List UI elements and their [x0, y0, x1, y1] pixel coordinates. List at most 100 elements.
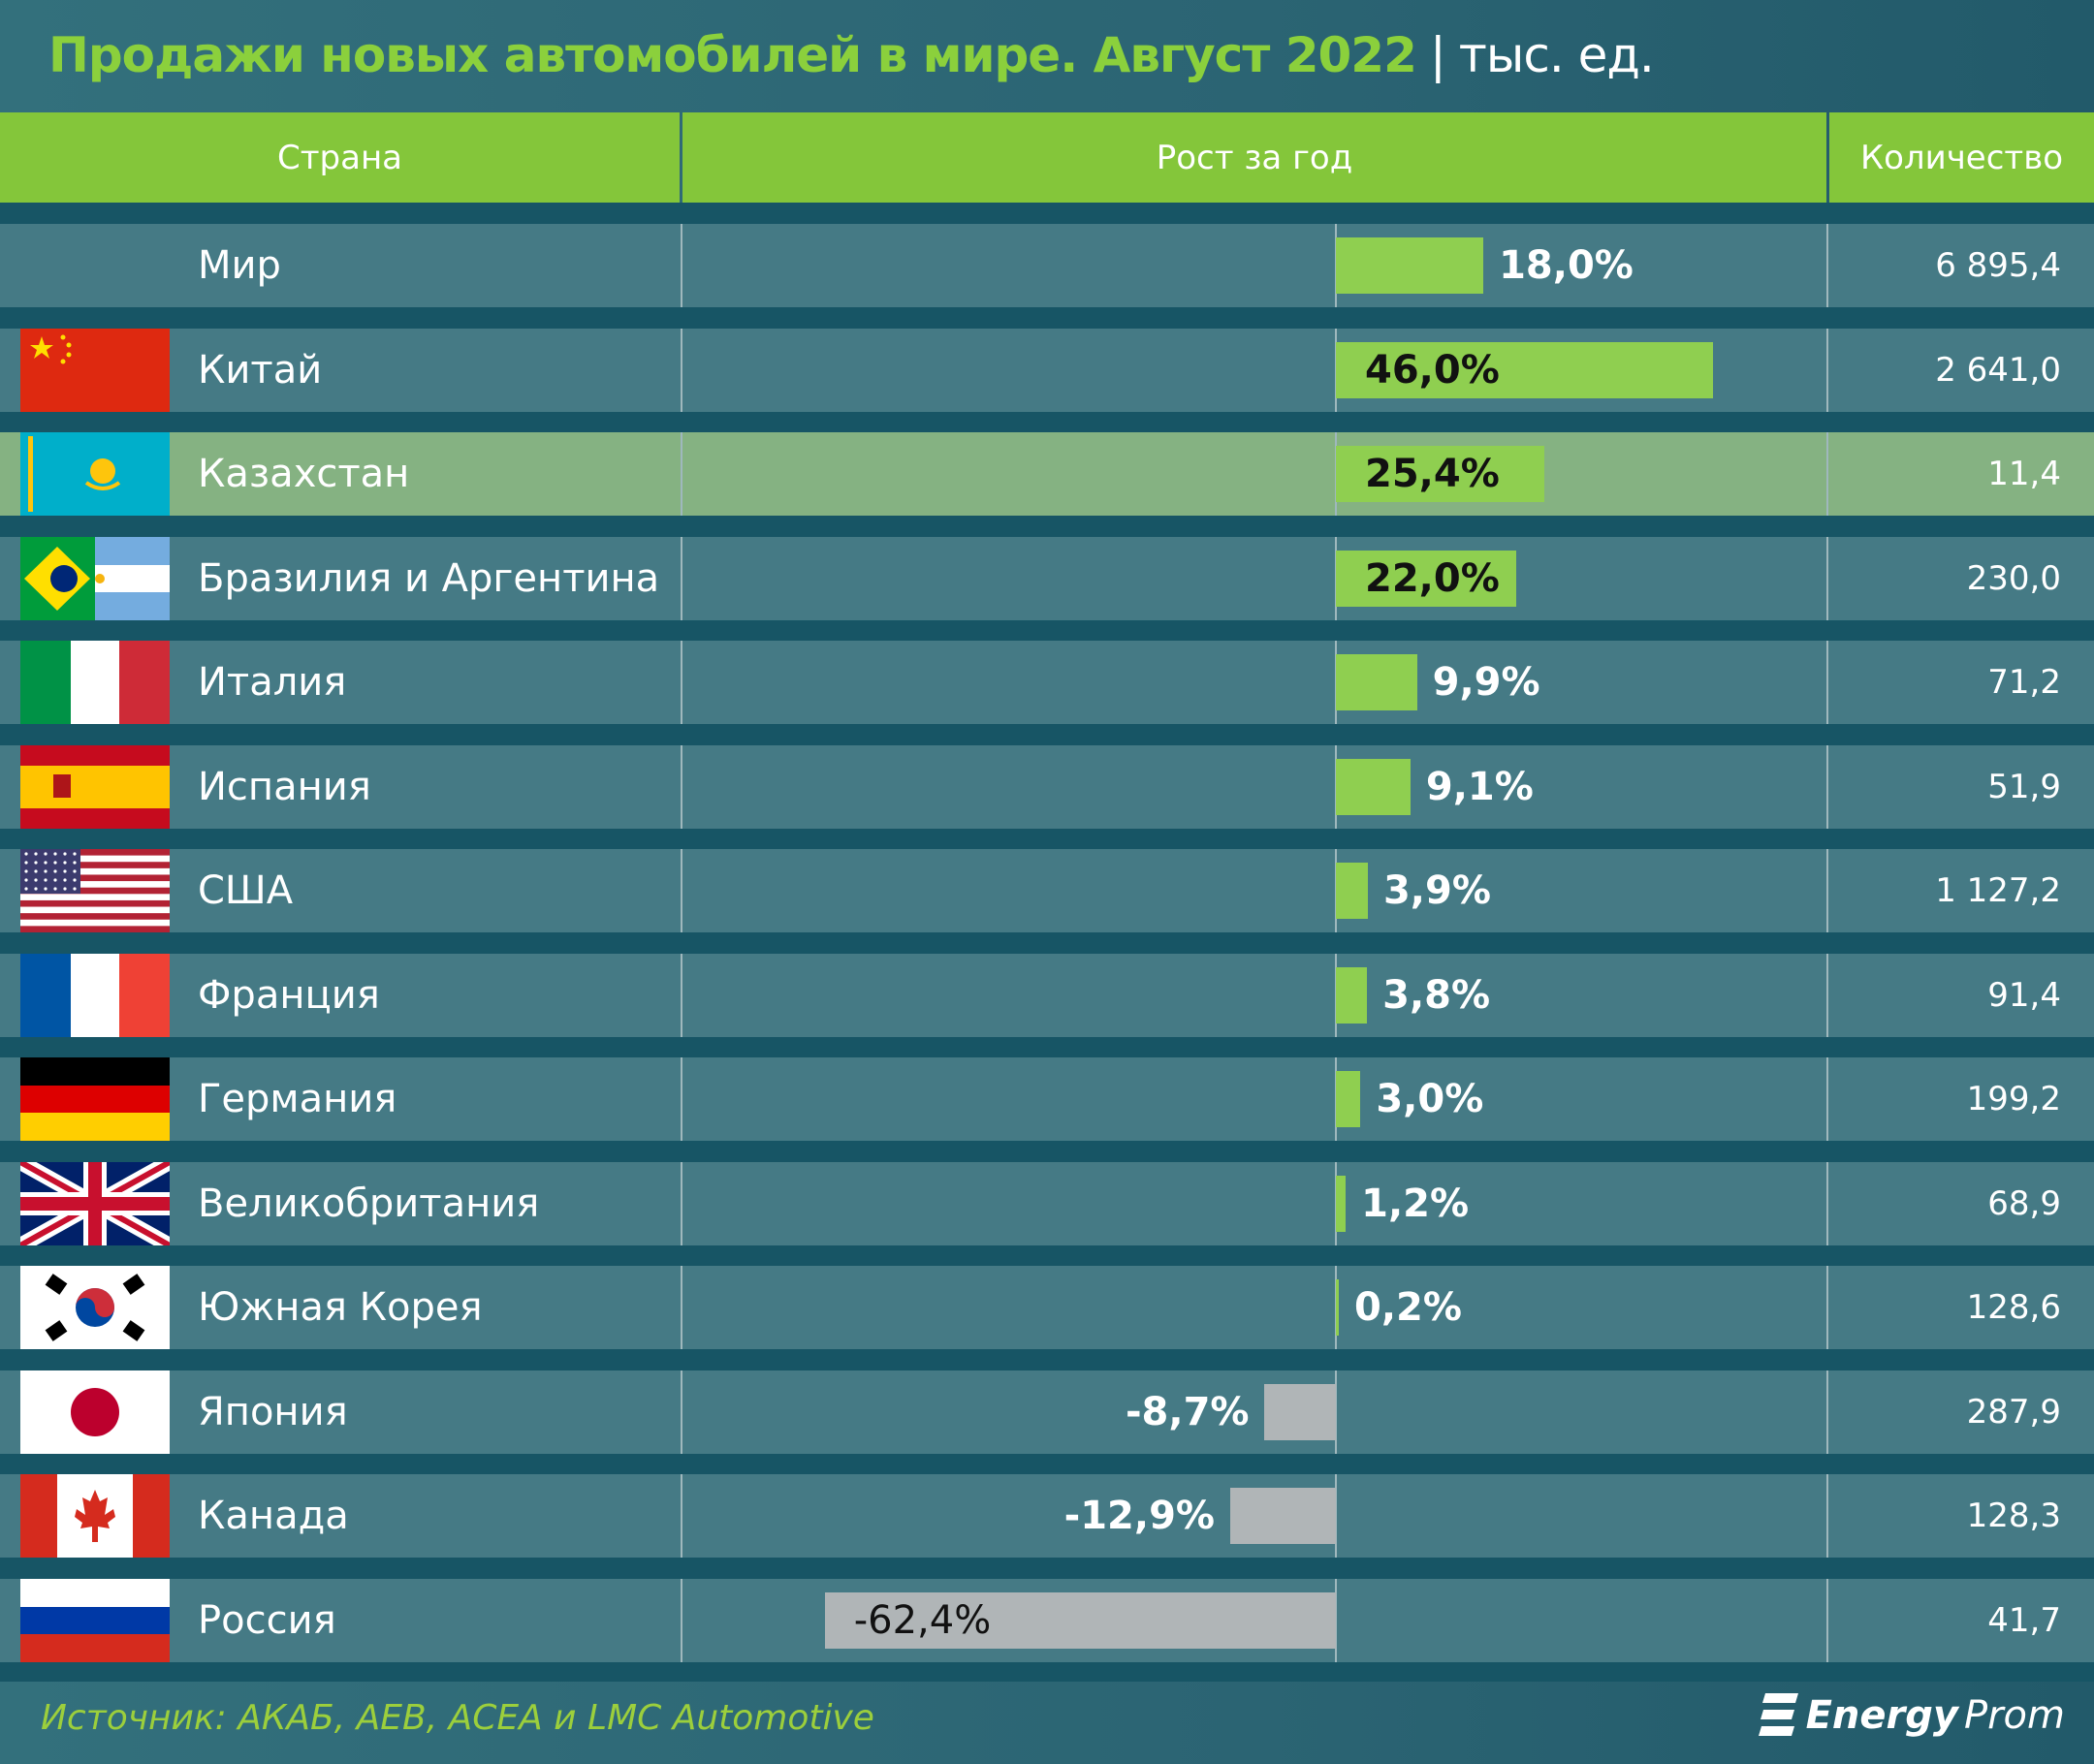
header-count: Количество	[1829, 112, 2094, 203]
growth-bar	[1336, 654, 1417, 710]
table-background	[0, 203, 2094, 1682]
growth-label: 25,4%	[1365, 452, 1500, 496]
column-divider	[1826, 328, 1828, 412]
zero-axis	[1335, 1474, 1337, 1558]
growth-bar	[824, 1591, 1336, 1649]
column-divider	[1826, 224, 1828, 307]
zero-axis	[1335, 1370, 1337, 1454]
header-growth: Рост за год	[682, 112, 1826, 203]
flag-china-icon	[20, 328, 170, 412]
count-value: 91,4	[1987, 975, 2061, 1015]
column-divider	[681, 1266, 682, 1349]
country-name: Бразилия и Аргентина	[198, 555, 660, 601]
country-name: Канада	[198, 1494, 349, 1538]
count-value: 1 127,2	[1935, 871, 2061, 910]
country-name: Франция	[198, 972, 380, 1018]
column-divider	[1826, 1474, 1828, 1558]
column-divider	[681, 536, 682, 620]
column-divider	[681, 1161, 682, 1245]
country-name: Великобритания	[198, 1181, 540, 1226]
growth-bar	[1336, 446, 1544, 502]
flag-uk-icon	[20, 1161, 170, 1245]
flag-canada-icon	[20, 1474, 170, 1558]
table-row: Южная Корея 0,2% 128,6	[0, 1266, 2094, 1349]
flag-italy-icon	[20, 641, 170, 724]
flag-spain-icon	[20, 744, 170, 829]
count-value: 230,0	[1966, 558, 2061, 598]
country-name: Германия	[198, 1077, 397, 1121]
column-divider	[1826, 641, 1828, 724]
growth-bar	[1336, 1279, 1339, 1336]
column-divider	[1826, 432, 1828, 516]
growth-label: 3,9%	[1382, 868, 1491, 913]
growth-label: 46,0%	[1365, 347, 1500, 393]
column-divider	[1826, 953, 1828, 1037]
growth-bar	[1336, 1071, 1361, 1127]
table-row: Испания 9,1% 51,9	[0, 744, 2094, 829]
growth-label: 18,0%	[1499, 243, 1634, 288]
growth-label: -8,7%	[1125, 1389, 1250, 1434]
table-row: Канада -12,9% 128,3	[0, 1474, 2094, 1558]
growth-bar	[1336, 237, 1484, 294]
column-divider	[681, 1057, 682, 1141]
country-name: Мир	[198, 243, 281, 288]
table-row: Великобритания 1,2% 68,9	[0, 1161, 2094, 1245]
column-divider	[1826, 744, 1828, 829]
column-divider	[1826, 1161, 1828, 1245]
growth-bar	[1336, 550, 1516, 607]
growth-label: -12,9%	[1063, 1494, 1215, 1538]
growth-label: 0,2%	[1354, 1285, 1462, 1330]
column-divider	[681, 224, 682, 307]
flag-france-icon	[20, 953, 170, 1037]
count-value: 11,4	[1987, 455, 2061, 493]
title-main: Продажи новых автомобилей в мире. Август…	[48, 27, 1417, 83]
table-row: США 3,9% 1 127,2	[0, 849, 2094, 932]
growth-label: -62,4%	[853, 1597, 992, 1643]
growth-label: 3,0%	[1376, 1077, 1484, 1121]
growth-bar	[1336, 966, 1368, 1024]
column-divider	[681, 1474, 682, 1558]
country-name: Китай	[198, 347, 323, 393]
column-divider	[681, 328, 682, 412]
column-divider	[1826, 1370, 1828, 1454]
table-row: Германия 3,0% 199,2	[0, 1057, 2094, 1141]
count-value: 41,7	[1987, 1600, 2061, 1640]
count-value: 51,9	[1987, 767, 2061, 806]
column-divider	[681, 953, 682, 1037]
growth-bar	[1336, 758, 1411, 815]
growth-label: 9,1%	[1425, 764, 1534, 809]
header-country: Страна	[0, 112, 680, 203]
count-value: 199,2	[1966, 1080, 2061, 1118]
column-divider	[681, 1370, 682, 1454]
zero-axis	[1335, 1578, 1337, 1662]
column-divider	[1826, 849, 1828, 932]
count-value: 128,6	[1966, 1288, 2061, 1327]
column-divider	[681, 744, 682, 829]
column-divider	[1826, 1578, 1828, 1662]
country-name: Испания	[198, 764, 371, 809]
growth-label: 1,2%	[1361, 1181, 1470, 1226]
logo-energy: Energy	[1805, 1693, 1958, 1738]
title-unit: тыс. ед.	[1458, 27, 1655, 83]
country-name: Южная Корея	[198, 1285, 483, 1330]
country-name: США	[198, 868, 294, 913]
table-row: Бразилия и Аргентина 22,0% 230,0	[0, 536, 2094, 620]
country-name: Италия	[198, 660, 347, 705]
column-divider	[1826, 1057, 1828, 1141]
table-row: Франция 3,8% 91,4	[0, 953, 2094, 1037]
country-name: Япония	[198, 1389, 348, 1434]
growth-bar	[1336, 863, 1368, 919]
column-divider	[681, 1578, 682, 1662]
country-name: Россия	[198, 1597, 336, 1643]
count-value: 128,3	[1966, 1496, 2061, 1535]
growth-label: 3,8%	[1382, 972, 1491, 1018]
chart-title: Продажи новых автомобилей в мире. Август…	[48, 27, 1655, 83]
growth-bar	[1336, 1175, 1347, 1232]
flag-russia-icon	[20, 1578, 170, 1662]
count-value: 287,9	[1966, 1392, 2061, 1432]
flag-germany-icon	[20, 1057, 170, 1141]
column-divider	[1826, 1266, 1828, 1349]
source-note: Источник: АКАБ, AEB, ACEA и LMC Automoti…	[41, 1698, 874, 1738]
energyprom-logo: Energy Prom	[1758, 1691, 2065, 1740]
growth-bar	[1229, 1488, 1336, 1544]
